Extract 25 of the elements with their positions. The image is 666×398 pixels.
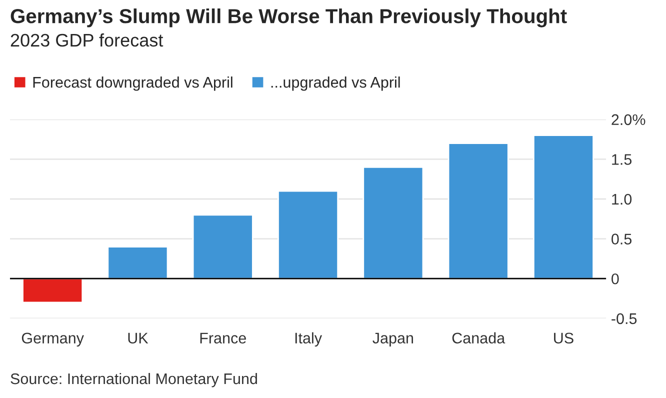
x-tick-label: US xyxy=(554,332,574,344)
x-tick-label: UK xyxy=(128,332,148,344)
bar xyxy=(362,166,424,280)
bar xyxy=(22,278,84,304)
x-tick-label: Germany xyxy=(22,332,84,347)
bar xyxy=(192,214,254,280)
chart-subtitle: 2023 GDP forecast xyxy=(10,33,164,47)
chart-title: Germany’s Slump Will Be Worse Than Previously Thought xyxy=(10,8,567,28)
bar xyxy=(532,134,594,280)
y-tick-label: -0.5 xyxy=(612,313,637,324)
y-tick-label: 0 xyxy=(612,273,619,284)
legend-label: Forecast downgraded vs April xyxy=(33,76,232,91)
bar xyxy=(107,246,168,280)
bar xyxy=(448,142,509,280)
legend-label: ...upgraded vs April xyxy=(271,76,400,91)
bar xyxy=(278,190,339,280)
y-tick-label: 2.0% xyxy=(612,114,646,126)
x-tick-label: Canada xyxy=(452,332,506,344)
y-tick-label: 1.5 xyxy=(612,154,632,165)
x-tick-label: France xyxy=(200,332,246,344)
y-tick-label: 1.0 xyxy=(612,194,632,205)
source-note: Source: International Monetary Fund xyxy=(10,372,257,388)
y-tick-label: 0.5 xyxy=(612,234,632,244)
x-tick-label: Japan xyxy=(372,332,413,347)
x-tick-label: Italy xyxy=(295,332,322,347)
